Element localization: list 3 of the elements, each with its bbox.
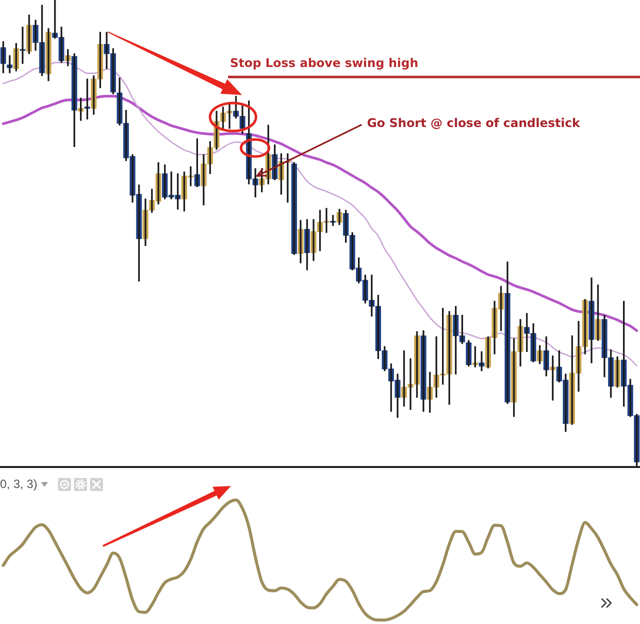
ref-line-label: Stop Loss above swing high: [230, 56, 418, 70]
chart-title: 0, 3, 3): [0, 477, 38, 491]
annotation: Go Short @ close of candlestick: [367, 116, 581, 130]
